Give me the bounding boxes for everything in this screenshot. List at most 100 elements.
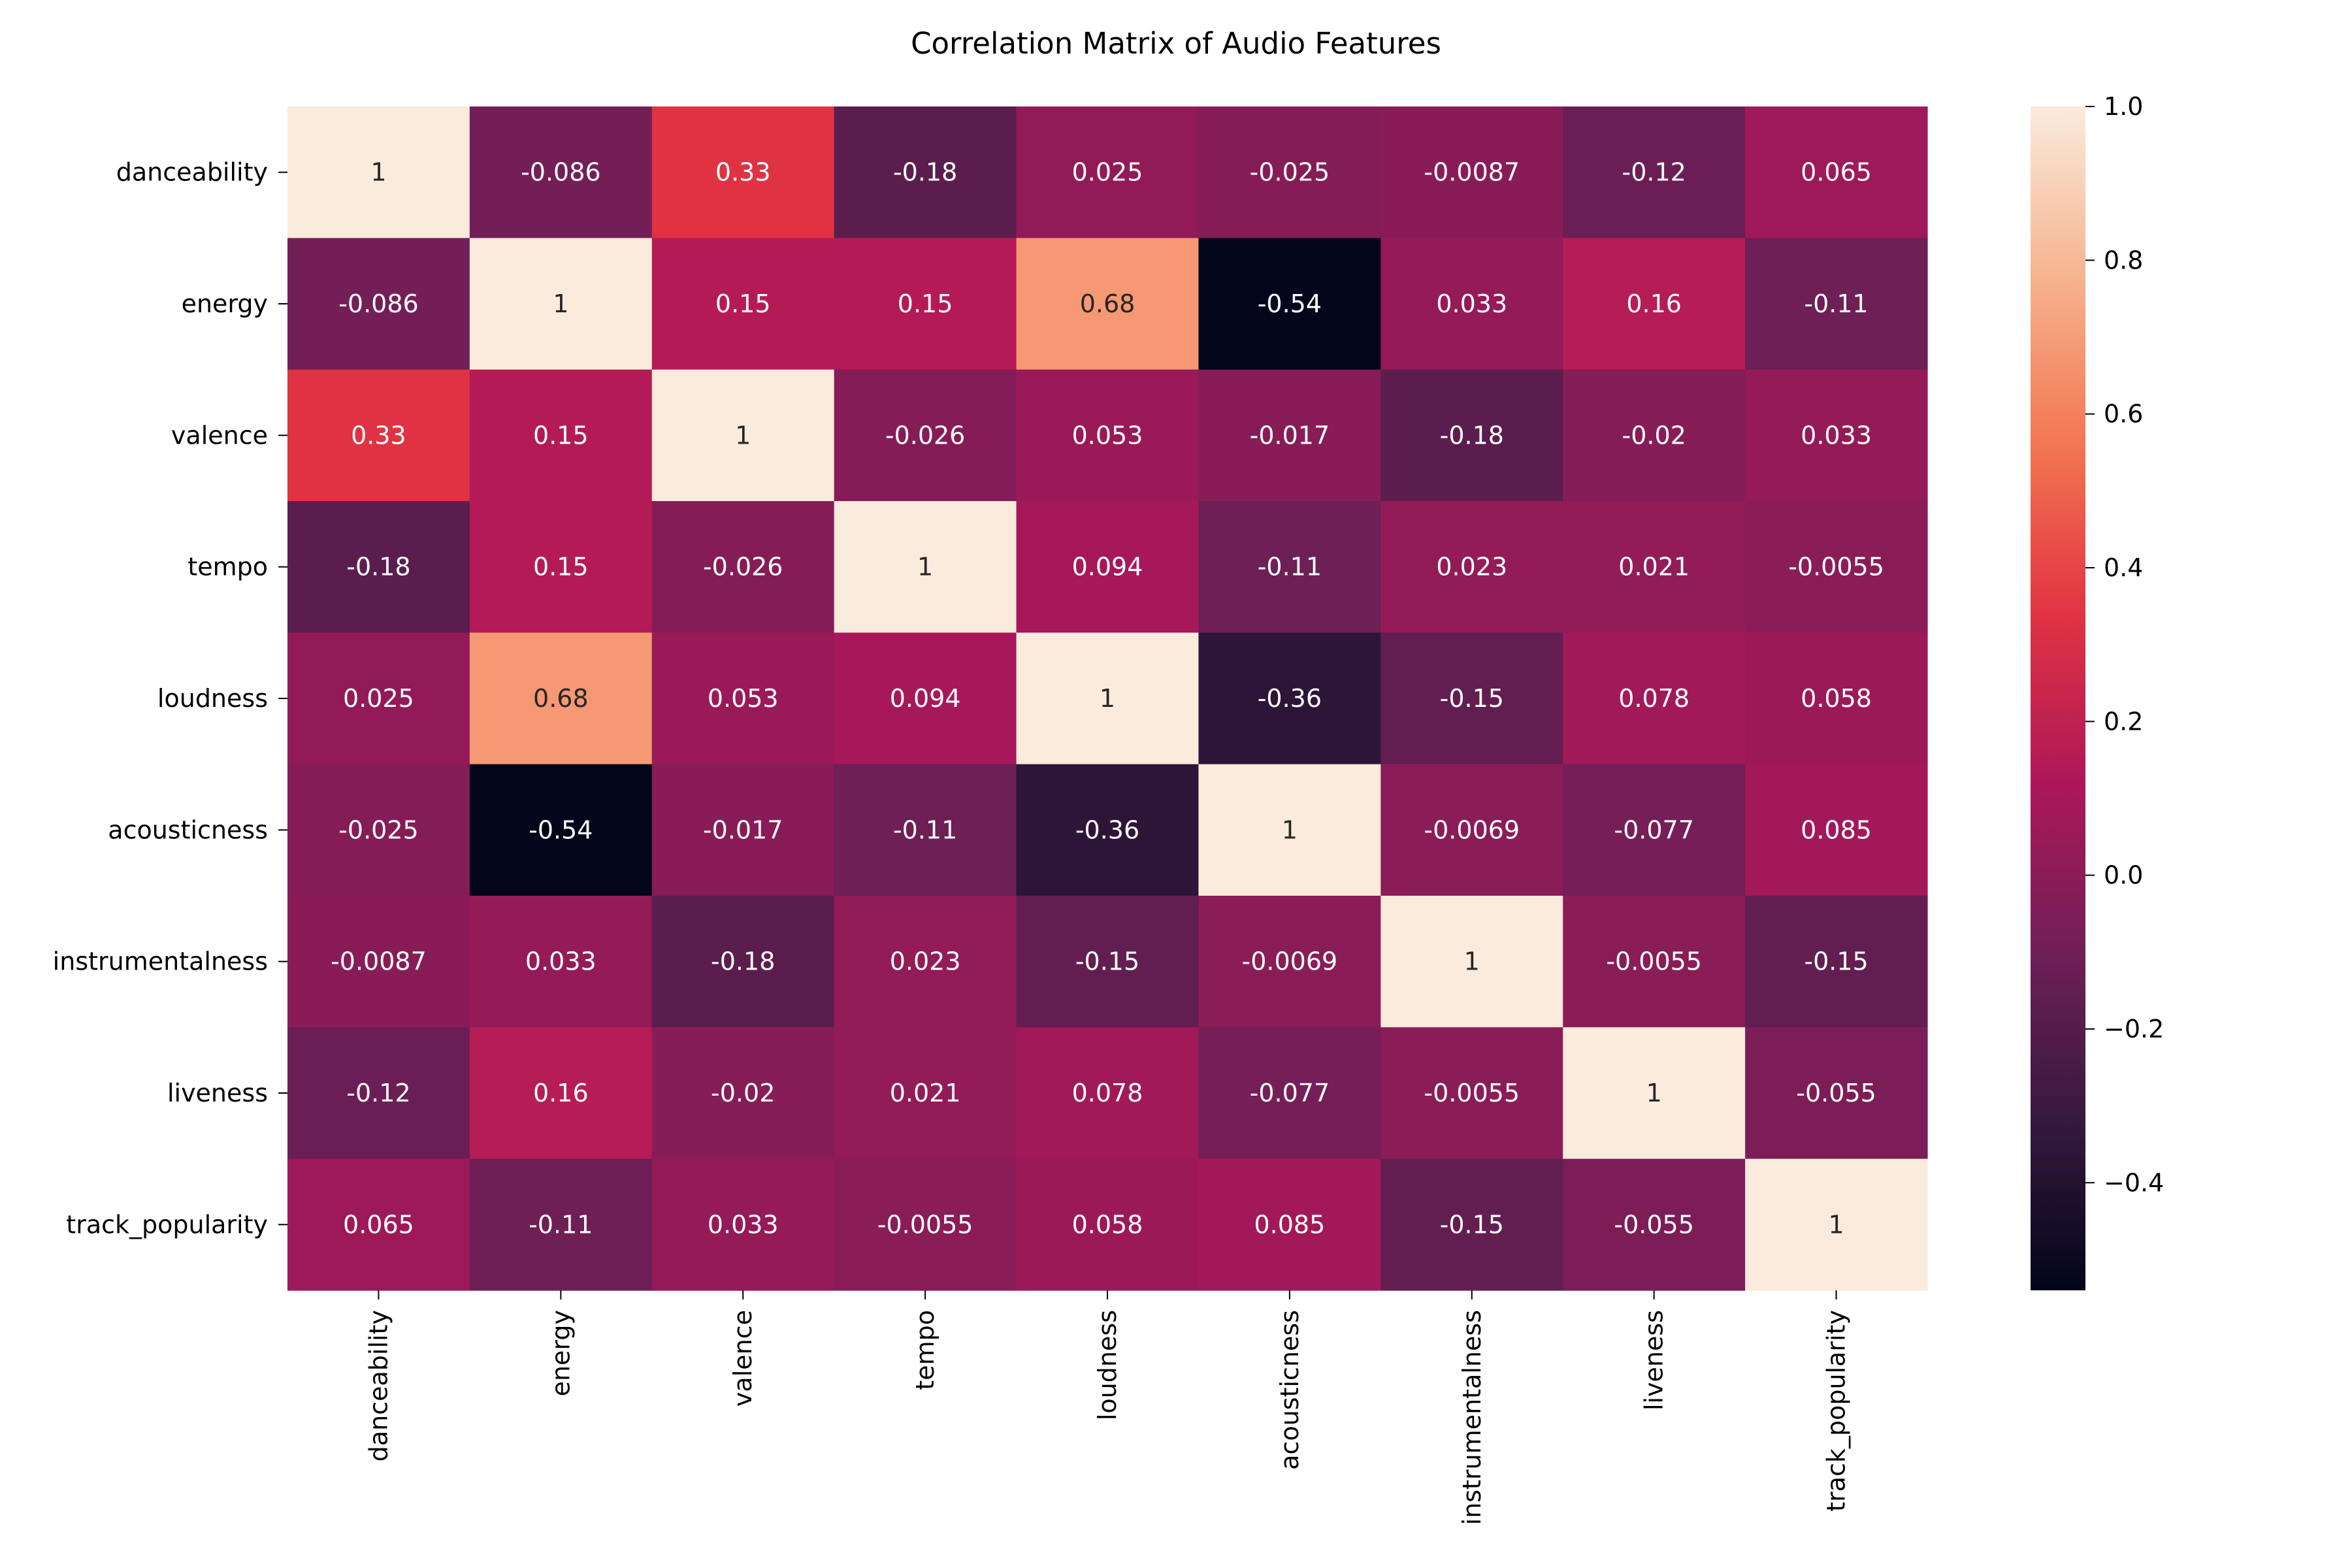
cell-value-label: 0.085 xyxy=(1801,815,1872,844)
cell-value-label: -0.12 xyxy=(1622,158,1686,187)
heatmap-cell xyxy=(1745,896,1928,1028)
cell-value-label: 0.025 xyxy=(343,684,414,713)
colorbar-gradient xyxy=(2031,106,2085,1290)
heatmap-cell xyxy=(1380,1158,1563,1291)
heatmap-cell xyxy=(1563,632,1746,765)
cell-value-label: 0.68 xyxy=(1080,289,1135,318)
x-tick-label: danceability xyxy=(364,1310,393,1462)
heatmap-cell xyxy=(834,896,1017,1028)
heatmap-cell xyxy=(834,369,1017,502)
heatmap-cell xyxy=(651,501,835,633)
heatmap-cell xyxy=(1745,106,1928,238)
y-tick-label: loudness xyxy=(157,684,268,713)
heatmap-cell xyxy=(1016,238,1200,370)
cell-value-label: -0.025 xyxy=(1250,158,1330,187)
heatmap-cell xyxy=(1016,896,1200,1028)
heatmap-cell xyxy=(1745,501,1928,633)
heatmap-cell xyxy=(1563,896,1746,1028)
y-tick-label: instrumentalness xyxy=(53,947,268,976)
heatmap-cell xyxy=(1198,369,1381,502)
heatmap-cell xyxy=(1563,764,1746,896)
cell-value-label: 0.023 xyxy=(1436,553,1507,581)
cell-value-label: 0.078 xyxy=(1072,1079,1143,1107)
cell-value-label: 0.15 xyxy=(898,289,953,318)
cell-value-label: -0.077 xyxy=(1614,815,1694,844)
heatmap-cell xyxy=(1198,501,1381,633)
heatmap-cell xyxy=(1380,106,1563,238)
heatmap-cell xyxy=(1198,106,1381,238)
cell-value-label: -0.18 xyxy=(893,158,957,187)
cell-value-label: 0.065 xyxy=(1801,158,1872,187)
heatmap-cell xyxy=(1380,632,1563,765)
cell-value-label: 0.15 xyxy=(715,289,771,318)
heatmap-cell xyxy=(834,632,1017,765)
cell-value-label: 0.094 xyxy=(890,684,961,713)
heatmap-cell xyxy=(1563,1027,1746,1160)
cell-value-label: -0.15 xyxy=(1804,947,1868,976)
heatmap-cell xyxy=(1198,764,1381,896)
heatmap-cell xyxy=(1380,1027,1563,1160)
heatmap-cell xyxy=(1380,369,1563,502)
cell-value-label: -0.026 xyxy=(885,421,966,449)
heatmap-cell xyxy=(834,1158,1017,1291)
cell-value-label: 1 xyxy=(1464,947,1480,976)
x-tick-label: liveness xyxy=(1640,1310,1669,1411)
colorbar: −0.4 −0.2 0.0 0.2 0.4 0.6 0.8 1.0 xyxy=(2031,92,2164,1290)
cell-value-label: 1 xyxy=(735,421,751,449)
cell-value-label: 0.033 xyxy=(525,947,596,976)
cell-value-label: 0.021 xyxy=(1618,553,1690,581)
heatmap-cell xyxy=(469,106,653,238)
heatmap-cell xyxy=(1563,238,1746,370)
colorbar-tick-label: −0.2 xyxy=(2104,1015,2164,1043)
cell-value-label: -0.36 xyxy=(1075,815,1139,844)
cell-value-label: 0.053 xyxy=(1072,421,1143,449)
heatmap-cell xyxy=(1198,1027,1381,1160)
cell-value-label: -0.15 xyxy=(1440,684,1504,713)
heatmap-cell xyxy=(834,764,1017,896)
cell-value-label: -0.18 xyxy=(711,947,775,976)
chart-title: Correlation Matrix of Audio Features xyxy=(911,26,1441,61)
y-axis: danceability energy valence tempo loudness ac… xyxy=(53,158,287,1239)
cell-value-label: -0.0055 xyxy=(1788,553,1884,581)
cell-value-label: 0.33 xyxy=(351,421,406,449)
heatmap-cell xyxy=(834,238,1017,370)
cell-value-label: 0.033 xyxy=(1436,289,1507,318)
cell-value-label: -0.0055 xyxy=(1606,947,1702,976)
cell-value-label: 0.023 xyxy=(890,947,961,976)
cell-value-label: -0.0087 xyxy=(1424,158,1520,187)
heatmap-cell xyxy=(469,896,653,1028)
heatmap-cell xyxy=(651,1158,835,1291)
heatmap-cell xyxy=(1198,238,1381,370)
cell-value-label: 1 xyxy=(1100,684,1115,713)
heatmap-cell xyxy=(469,238,653,370)
heatmap-cell xyxy=(834,106,1017,238)
heatmap-cell xyxy=(469,501,653,633)
cell-value-label: -0.0069 xyxy=(1424,815,1520,844)
cell-value-label: -0.02 xyxy=(1622,421,1686,449)
heatmap-cell xyxy=(1745,1027,1928,1160)
heatmap-cell xyxy=(287,1158,470,1291)
cell-value-label: 0.085 xyxy=(1254,1210,1325,1239)
x-tick-label: track_popularity xyxy=(1822,1310,1851,1512)
colorbar-tick-label: 0.8 xyxy=(2104,246,2143,274)
cell-value-label: 0.094 xyxy=(1072,553,1143,581)
heatmap-cell xyxy=(469,1027,653,1160)
heatmap-cell xyxy=(1563,106,1746,238)
heatmap-cell xyxy=(1380,896,1563,1028)
heatmap-cell xyxy=(651,369,835,502)
cell-value-label: 0.16 xyxy=(1626,289,1682,318)
cell-value-label: -0.086 xyxy=(338,289,419,318)
heatmap-cell xyxy=(1745,1158,1928,1291)
colorbar-tick-label: 1.0 xyxy=(2104,92,2143,121)
cell-value-label: -0.055 xyxy=(1614,1210,1694,1239)
heatmap-cell xyxy=(1016,1158,1200,1291)
cell-value-label: 0.021 xyxy=(890,1079,961,1107)
heatmap-cell xyxy=(287,1027,470,1160)
cell-value-label: -0.077 xyxy=(1250,1079,1330,1107)
heatmap-cell xyxy=(469,369,653,502)
heatmap-cell xyxy=(1016,1027,1200,1160)
cell-value-label: -0.055 xyxy=(1796,1079,1876,1107)
cell-value-label: 1 xyxy=(917,553,933,581)
colorbar-tick-label: 0.4 xyxy=(2104,553,2143,582)
